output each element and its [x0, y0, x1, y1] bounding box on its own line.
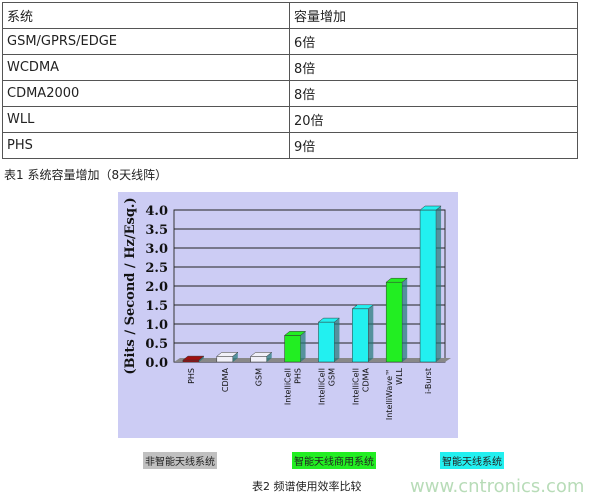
y-tick-label: 2.0 — [145, 280, 168, 295]
y-tick-label: 2.5 — [145, 261, 168, 276]
bar — [250, 356, 267, 363]
bar-top — [317, 317, 341, 323]
bar-top — [249, 352, 273, 357]
cell: GSM/GPRS/EDGE — [2, 28, 290, 55]
table-row: WLL 20倍 — [2, 106, 578, 133]
watermark: www.cntronics.com — [410, 476, 585, 497]
bar — [284, 335, 301, 363]
y-tick-label: 0.0 — [145, 356, 168, 371]
x-tick-label: GSM — [255, 368, 264, 386]
bar-side — [436, 206, 442, 362]
cell: 8倍 — [289, 54, 578, 81]
legend-non-smart: 非智能天线系统 — [143, 452, 217, 469]
bar-side — [368, 304, 374, 362]
cell: 6倍 — [289, 28, 578, 55]
cell: 9倍 — [289, 132, 578, 159]
table-row: WCDMA 8倍 — [2, 54, 578, 81]
table-row: GSM/GPRS/EDGE 6倍 — [2, 28, 578, 55]
table-header-row: 系统 容量增加 — [2, 2, 578, 29]
x-tick-label: CDMA — [361, 367, 370, 392]
bar-side — [266, 352, 272, 362]
header-cell: 容量增加 — [289, 2, 578, 29]
legend-smart: 智能天线系统 — [440, 452, 504, 469]
y-axis-label: (Bits / Second / Hz/Esq.) — [123, 197, 138, 374]
y-tick-label: 3.5 — [145, 223, 168, 238]
bar-top — [283, 331, 307, 336]
x-tick-label: IntelliCell — [351, 368, 360, 405]
x-tick-label: PHS — [294, 368, 303, 384]
y-tick-label: 1.5 — [145, 299, 168, 314]
y-tick-label: 4.0 — [145, 204, 168, 219]
cell: PHS — [2, 132, 290, 159]
bar — [352, 308, 369, 363]
x-tick-label: WLL — [395, 367, 404, 384]
bar-side — [334, 318, 340, 362]
table-row: PHS 9倍 — [2, 132, 578, 159]
x-tick-label: CDMA — [221, 367, 230, 392]
cell: 20倍 — [289, 106, 578, 133]
bar-side — [402, 278, 408, 362]
legend-smart-commercial: 智能天线商用系统 — [292, 452, 376, 469]
cell: CDMA2000 — [2, 80, 290, 107]
y-tick-label: 3.0 — [145, 242, 168, 257]
bar-side — [300, 331, 306, 362]
x-tick-label: IntelliCell — [284, 368, 293, 405]
bar-top — [351, 304, 375, 310]
cell: WCDMA — [2, 54, 290, 81]
bar-side — [198, 356, 204, 362]
y-tick-label: 1.0 — [145, 318, 168, 333]
bar — [419, 209, 437, 363]
bar-top — [385, 277, 408, 283]
capacity-table: 系统 容量增加 GSM/GPRS/EDGE 6倍 WCDMA 8倍 CDMA2000 8… — [2, 2, 578, 159]
y-tick-label: 0.5 — [145, 337, 168, 352]
x-tick-label: PHS — [187, 368, 196, 384]
bar-top — [419, 205, 442, 211]
x-tick-label: IntelliCell — [317, 368, 326, 405]
bar-chart: 0.0 0.5 1.0 1.5 2.0 2.5 3.0 3.5 4.0 (Bits / Secon… — [123, 197, 451, 420]
x-tick-label: IntelliWave™ — [385, 368, 394, 420]
chart-caption: 表2 频谱使用效率比较 — [252, 480, 362, 493]
bar — [216, 356, 234, 363]
x-tick-label: i-Burst — [424, 368, 433, 394]
x-tick-label: GSM — [327, 368, 336, 386]
bar — [318, 321, 335, 363]
bar — [182, 359, 200, 363]
bar — [385, 281, 403, 363]
cell: 8倍 — [289, 80, 578, 107]
table-row: CDMA2000 8倍 — [2, 80, 578, 107]
chart-floor — [174, 358, 451, 362]
bar-top — [216, 352, 239, 357]
bar-side — [232, 352, 238, 362]
header-cell: 系统 — [2, 2, 290, 29]
cell: WLL — [2, 106, 290, 133]
bar-top — [182, 355, 205, 361]
table-caption: 表1 系统容量增加（8天线阵） — [4, 168, 168, 182]
